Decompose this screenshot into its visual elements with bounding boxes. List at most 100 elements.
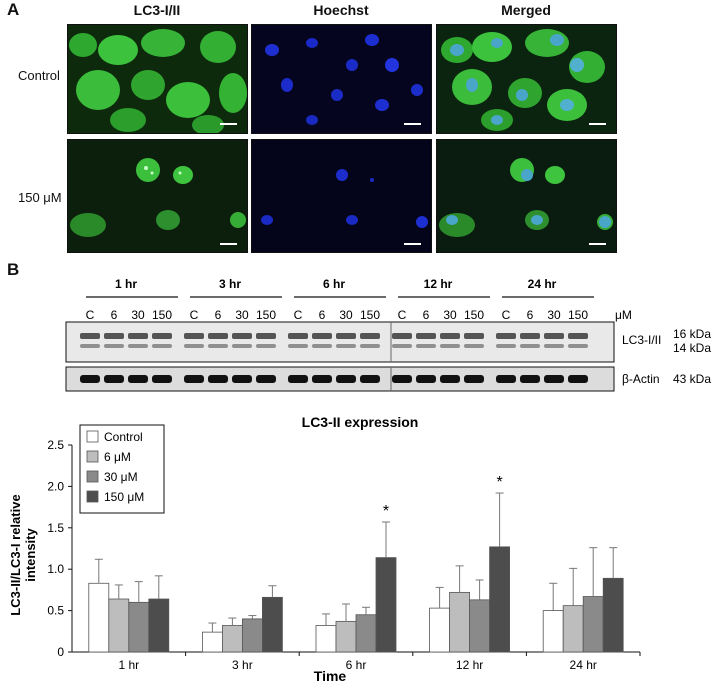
legend-label: 30 μM — [104, 470, 138, 484]
x-axis-title: Time — [314, 668, 347, 684]
y-tick-label: 2.0 — [47, 479, 64, 493]
bar — [201, 631, 223, 653]
y-tick-label: 0.5 — [47, 604, 64, 618]
lc3-ii-band — [128, 344, 148, 348]
lc3-ii-band — [312, 344, 332, 348]
lc3-ii-band — [256, 344, 276, 348]
lc3-i-band — [312, 333, 332, 339]
actin-band — [392, 375, 412, 383]
lane-label: 150 — [464, 308, 484, 322]
actin-blot-label: β-Actin — [622, 372, 660, 386]
legend-swatch — [86, 450, 99, 463]
legend-label: 6 μM — [104, 450, 131, 464]
actin-band — [232, 375, 252, 383]
lane-label: 30 — [339, 308, 353, 322]
lane-label: C — [398, 308, 407, 322]
bar — [261, 596, 283, 653]
micrograph-150um-hoechst — [251, 139, 432, 253]
actin-band — [80, 375, 100, 383]
legend-swatch — [86, 490, 99, 503]
time-group-label: 6 hr — [323, 277, 345, 291]
bar — [221, 625, 243, 653]
x-tick-label: 3 hr — [232, 658, 253, 672]
bar — [355, 614, 377, 653]
lc3-ii-band — [520, 344, 540, 348]
lc3-i-band — [288, 333, 308, 339]
row-label-150um: 150 μM — [18, 190, 62, 205]
legend-label: 150 μM — [104, 490, 144, 504]
lc3-i-band — [544, 333, 564, 339]
x-tick-label: 24 hr — [570, 658, 597, 672]
lane-label: 6 — [527, 308, 534, 322]
bar — [88, 582, 110, 653]
legend-swatch — [86, 430, 99, 443]
actin-band — [568, 375, 588, 383]
lc3-ii-band — [336, 344, 356, 348]
chart-title: LC3-II expression — [302, 414, 419, 430]
lane-label: C — [86, 308, 95, 322]
lc3-ii-band — [288, 344, 308, 348]
lc3-i-band — [464, 333, 484, 339]
lc3-expression-chart: LC3-II expression Time LC3-II/LC3-I rela… — [8, 414, 641, 684]
actin-band — [520, 375, 540, 383]
lc3-ii-band — [104, 344, 124, 348]
lane-label: 150 — [568, 308, 588, 322]
panel-b-label: B — [7, 260, 20, 279]
actin-band — [184, 375, 204, 383]
lc3-i-band — [360, 333, 380, 339]
bar — [429, 607, 451, 653]
lc3-i-band — [208, 333, 228, 339]
column-header-merged: Merged — [501, 2, 551, 18]
bar — [148, 598, 170, 653]
actin-band — [544, 375, 564, 383]
lc3-i-band — [440, 333, 460, 339]
lc3-i-band — [80, 333, 100, 339]
bar — [562, 605, 584, 653]
lc3-i-band — [496, 333, 516, 339]
lc3-i-band — [336, 333, 356, 339]
micrograph-control-merged — [436, 24, 617, 134]
lane-label: 30 — [235, 308, 249, 322]
lane-label: 6 — [111, 308, 118, 322]
lc3-i-band — [128, 333, 148, 339]
lane-label: C — [190, 308, 199, 322]
lc3-blot-strip — [65, 321, 615, 363]
bar — [335, 620, 357, 653]
row-label-control: Control — [18, 68, 60, 83]
lane-label: C — [294, 308, 303, 322]
lc3-ii-band — [440, 344, 460, 348]
y-axis-title: LC3-II/LC3-I relativeintensity — [8, 494, 38, 615]
bar — [542, 610, 564, 653]
lc3-ii-band — [232, 344, 252, 348]
time-group-label: 1 hr — [115, 277, 137, 291]
lc3-ii-band — [496, 344, 516, 348]
actin-band — [152, 375, 172, 383]
panel-a-label: A — [7, 0, 20, 19]
lane-label: 150 — [256, 308, 276, 322]
lc3-i-band — [256, 333, 276, 339]
legend-swatch — [86, 470, 99, 483]
lc3-ii-band — [360, 344, 380, 348]
lc3-i-band — [152, 333, 172, 339]
x-tick-label: 12 hr — [456, 658, 483, 672]
bar — [315, 625, 337, 653]
bar — [108, 598, 130, 653]
kda-16-label: 16 kDa — [673, 327, 711, 341]
lane-label: 150 — [152, 308, 172, 322]
actin-band — [208, 375, 228, 383]
y-tick-label: 0 — [57, 645, 64, 659]
time-group-label: 12 hr — [424, 277, 453, 291]
lc3-i-band — [232, 333, 252, 339]
lane-label: 30 — [443, 308, 457, 322]
actin-band — [288, 375, 308, 383]
bar — [469, 599, 491, 653]
column-header-hoechst: Hoechst — [313, 2, 369, 18]
time-group-label: 3 hr — [219, 277, 241, 291]
kda-43-label: 43 kDa — [673, 372, 711, 386]
lc3-ii-band — [544, 344, 564, 348]
lane-label: 30 — [131, 308, 145, 322]
lc3-ii-band — [568, 344, 588, 348]
bar — [128, 601, 150, 653]
y-tick-label: 2.5 — [47, 438, 64, 452]
bar — [449, 591, 471, 653]
